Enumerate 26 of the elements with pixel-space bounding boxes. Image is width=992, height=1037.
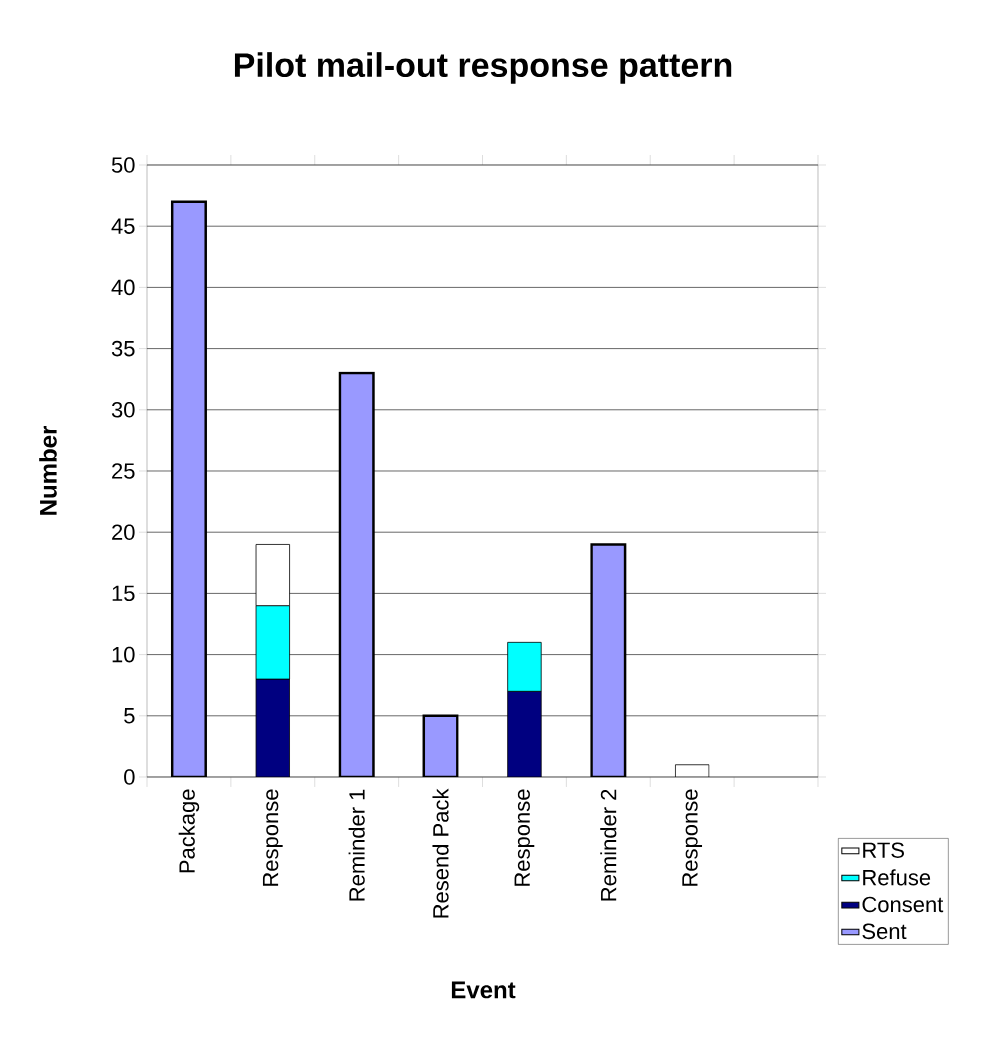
bar [675, 764, 710, 777]
y-tick-label: 35 [111, 340, 135, 357]
y-tick-label: 45 [111, 218, 135, 234]
x-tick-label: Reminder 2 [600, 789, 617, 901]
legend-label: Refuse [863, 869, 931, 886]
y-tick-label: 10 [112, 646, 135, 663]
y-tick-label: 5 [124, 708, 135, 724]
x-tick-label: Response [514, 789, 535, 886]
x-tick-label: Package [178, 789, 200, 873]
x-tick-label: Reminder 1 [348, 789, 365, 901]
y-tick-label: 40 [111, 279, 135, 296]
x-tick-label: Response [682, 789, 703, 886]
legend-label: RTS [863, 842, 904, 858]
y-tick-label: 0 [124, 769, 135, 785]
y-tick-label: 50 [111, 157, 135, 173]
legend-label: Consent [862, 896, 944, 913]
legend-label: Sent [862, 923, 907, 940]
chart-title: Pilot mail-out response pattern [234, 52, 732, 84]
y-tick-label: 25 [112, 463, 135, 479]
y-tick-label: 15 [112, 585, 135, 602]
y-tick-label: 30 [111, 402, 135, 418]
x-axis-title: Event [451, 981, 516, 999]
y-axis-title: Number [39, 426, 57, 515]
y-tick-label: 20 [112, 524, 135, 540]
x-tick-label: Resend Pack [432, 788, 449, 918]
x-tick-label: Response [262, 789, 283, 886]
